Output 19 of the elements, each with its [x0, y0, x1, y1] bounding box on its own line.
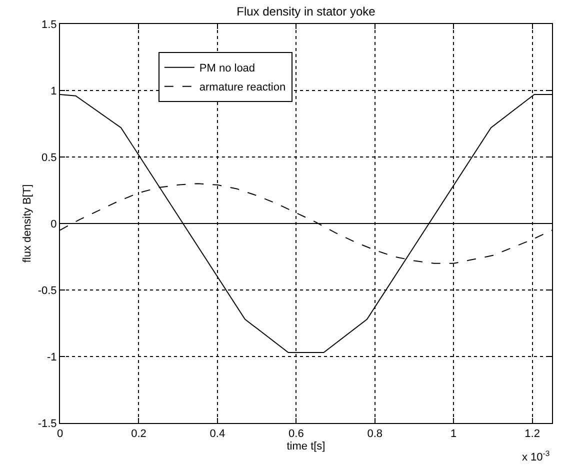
- y-tick-label: 1.5: [42, 18, 57, 31]
- y-tick-label: 1: [50, 85, 57, 98]
- x-axis-title: time t[s]: [286, 440, 326, 452]
- y-tick-label: -0.5: [38, 284, 57, 297]
- y-tick-label: 0.5: [42, 152, 57, 164]
- x-tick-label: 0.8: [367, 428, 383, 440]
- y-tick-label: 0: [50, 218, 57, 230]
- x-tick-label: 0.2: [131, 428, 146, 440]
- x-tick-label: 0.6: [288, 428, 304, 440]
- y-axis-title: flux density B[T]: [21, 184, 34, 263]
- x-tick-label: 0.4: [210, 428, 226, 440]
- text: x 10$^{-3}$: [522, 449, 550, 464]
- y-tick-label: -1.5: [38, 418, 57, 430]
- chart-title: Flux density in stator yoke: [236, 4, 376, 18]
- x-tick-label: 1.2: [524, 428, 540, 440]
- y-tick-label: -1: [47, 351, 57, 364]
- x-tick-label: 1: [450, 428, 457, 440]
- legend-label: PM no load: [199, 62, 256, 75]
- legend-label: armature reaction: [199, 82, 286, 94]
